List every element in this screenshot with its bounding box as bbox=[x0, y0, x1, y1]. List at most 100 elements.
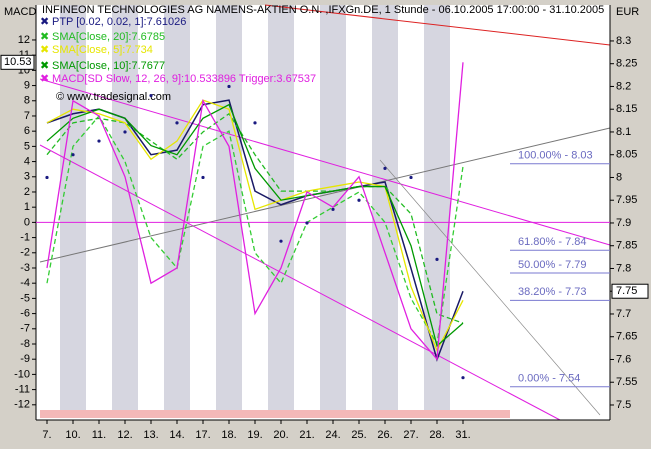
day-band bbox=[164, 5, 190, 410]
series-line bbox=[46, 62, 464, 361]
x-tick-label: 24. bbox=[325, 429, 340, 441]
y2-tick-label: 7.95 bbox=[616, 194, 637, 206]
ptp-dot bbox=[331, 207, 335, 211]
y-tick-label: -9 bbox=[20, 353, 30, 365]
x-tick-label: 7. bbox=[42, 429, 51, 441]
fib-label: 61.80% - 7.84 bbox=[518, 236, 587, 248]
chart-title: INFINEON TECHNOLOGIES AG NAMENS-AKTIEN O… bbox=[42, 4, 604, 16]
ptp-dot bbox=[279, 239, 283, 243]
series-line bbox=[46, 114, 464, 346]
x-tick-label: 17. bbox=[195, 429, 210, 441]
legend-mark: ✖ bbox=[40, 73, 49, 85]
ptp-dot bbox=[435, 257, 439, 261]
x-tick-label: 27. bbox=[403, 429, 418, 441]
y-tick-label: -10 bbox=[14, 368, 30, 380]
series-line bbox=[46, 112, 464, 324]
y2-tick-label: 8.25 bbox=[616, 58, 637, 70]
copyright: © www.tradesignal.com bbox=[56, 91, 171, 103]
y-tick-label: -11 bbox=[15, 384, 30, 396]
y-tick-label: -2 bbox=[20, 247, 30, 259]
y-tick-label: -12 bbox=[14, 399, 30, 411]
y2-tick-label: 8.1 bbox=[616, 126, 631, 138]
y2-tick-label: 8.05 bbox=[616, 149, 637, 161]
current-box bbox=[611, 283, 649, 299]
legend-mark: ✖ bbox=[40, 44, 49, 56]
y-tick-label: -4 bbox=[20, 277, 30, 289]
legend-mark: ✖ bbox=[40, 60, 49, 72]
fib-label: 38.20% - 7.73 bbox=[518, 286, 587, 298]
series-line bbox=[46, 99, 464, 352]
current-label: 10.53 bbox=[4, 56, 32, 68]
y-tick-label: -6 bbox=[20, 307, 30, 319]
x-tick-label: 10. bbox=[65, 429, 80, 441]
trend-line bbox=[379, 159, 601, 416]
fib-label: 100.00% - 8.03 bbox=[518, 150, 593, 162]
y2-tick-label: 8.2 bbox=[616, 80, 631, 92]
x-tick-label: 28. bbox=[429, 429, 444, 441]
trend-line bbox=[264, 4, 611, 46]
ptp-dot bbox=[175, 121, 179, 125]
y2-tick-label: 7.5 bbox=[616, 399, 631, 411]
day-band bbox=[112, 5, 138, 410]
day-band bbox=[216, 5, 242, 410]
y2-tick-label: 8.15 bbox=[616, 103, 637, 115]
y-axis-label: MACD bbox=[4, 6, 36, 18]
volume-strip bbox=[40, 410, 510, 418]
legend-entry: PTP [0.02, 0.02, 1]:7.61026 bbox=[52, 16, 186, 28]
x-tick-label: 20. bbox=[273, 429, 288, 441]
y2-tick-label: 8 bbox=[616, 171, 622, 183]
y-tick-label: -3 bbox=[20, 262, 30, 274]
ptp-dot bbox=[97, 139, 101, 143]
ptp-dot bbox=[71, 153, 75, 157]
legend-entry: SMA[Close, 5]:7.734 bbox=[52, 44, 153, 56]
legend-entry: SMA[Close, 20]:7.6785 bbox=[52, 31, 165, 43]
y2-axis-label: EUR bbox=[616, 6, 639, 18]
ptp-dot bbox=[253, 121, 257, 125]
y-tick-label: 3 bbox=[24, 171, 30, 183]
y-tick-label: 0 bbox=[24, 216, 30, 228]
y2-tick-label: 7.9 bbox=[616, 217, 631, 229]
ptp-dot bbox=[461, 376, 465, 380]
legend-mark: ✖ bbox=[40, 16, 49, 28]
x-tick-label: 13. bbox=[143, 429, 158, 441]
y2-tick-label: 7.85 bbox=[616, 240, 637, 252]
x-tick-label: 11. bbox=[92, 429, 106, 441]
ptp-dot bbox=[227, 84, 231, 89]
fib-label: 50.00% - 7.79 bbox=[518, 259, 587, 271]
y2-tick-label: 7.55 bbox=[616, 376, 637, 388]
trend-line bbox=[39, 127, 611, 263]
current-box bbox=[0, 54, 35, 70]
legend-entry: MACD[SD Slow, 12, 26, 9]:10.533896 Trigg… bbox=[52, 73, 316, 85]
x-tick-label: 12. bbox=[117, 429, 132, 441]
ptp-dot bbox=[357, 198, 361, 202]
ptp-dot bbox=[45, 175, 49, 180]
current-label: 7.75 bbox=[616, 285, 637, 297]
ptp-dot bbox=[383, 166, 387, 170]
y-tick-label: 9 bbox=[24, 79, 30, 91]
y-tick-label: 2 bbox=[24, 186, 30, 198]
y-tick-label: -7 bbox=[20, 323, 30, 335]
ptp-dot bbox=[149, 93, 153, 98]
y-tick-label: -8 bbox=[20, 338, 30, 350]
channel-upper bbox=[39, 78, 611, 246]
x-tick-label: 14. bbox=[169, 429, 184, 441]
x-tick-label: 21. bbox=[299, 429, 314, 441]
y-tick-label: 12 bbox=[18, 34, 30, 46]
day-band bbox=[60, 5, 86, 410]
x-tick-label: 26. bbox=[377, 429, 392, 441]
fib-label: 0.00% - 7.54 bbox=[518, 373, 580, 385]
y-tick-label: 6 bbox=[24, 125, 30, 137]
y2-tick-label: 7.7 bbox=[616, 308, 631, 320]
x-tick-label: 19. bbox=[247, 429, 262, 441]
channel-lower bbox=[39, 144, 561, 421]
y-tick-label: -1 bbox=[20, 231, 30, 243]
ptp-dot bbox=[123, 130, 127, 134]
y2-tick-label: 7.65 bbox=[616, 331, 637, 343]
y-tick-label: 1 bbox=[24, 201, 30, 213]
y2-tick-label: 7.8 bbox=[616, 262, 631, 274]
legend-mark: ✖ bbox=[40, 31, 49, 43]
ptp-dot bbox=[305, 221, 309, 225]
x-tick-label: 25. bbox=[351, 429, 366, 441]
ptp-dot bbox=[409, 175, 413, 180]
